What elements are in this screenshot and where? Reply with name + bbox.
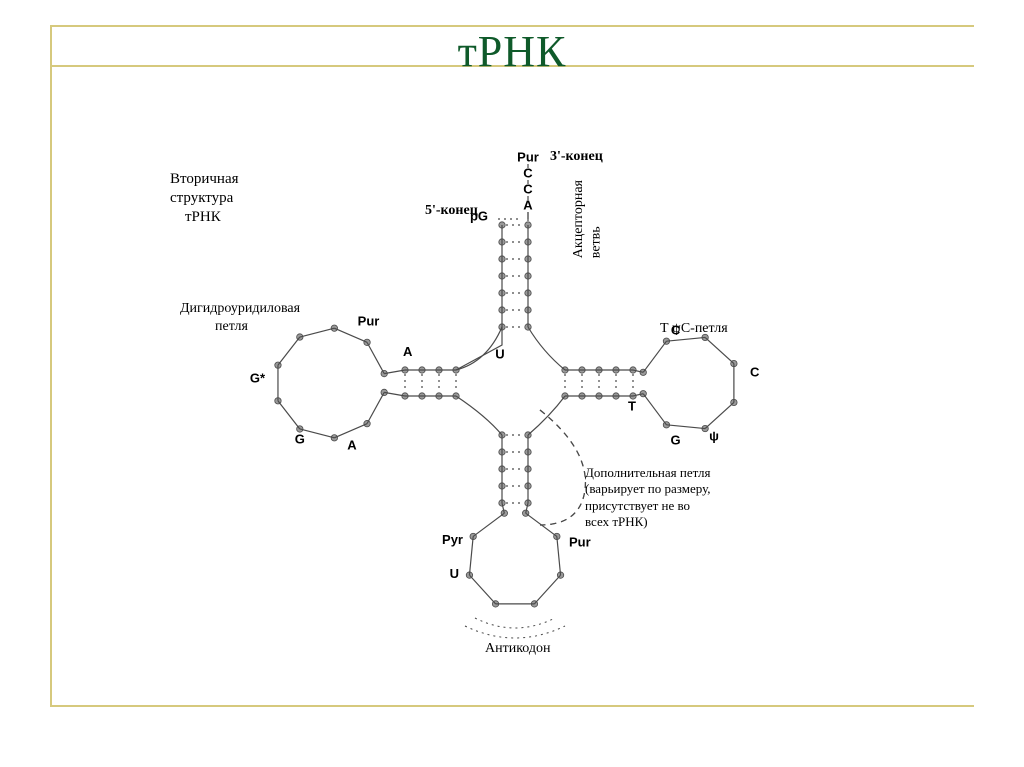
label-tloop: Т ψС-петля <box>660 320 728 338</box>
svg-text:Pyr: Pyr <box>442 532 463 547</box>
svg-text:U: U <box>450 566 459 581</box>
label-anticodon: Антикодон <box>485 640 551 658</box>
page-title: тРНК <box>0 26 1024 77</box>
svg-text:U: U <box>495 346 504 361</box>
label-dloop: Дигидроуридиловая петля <box>180 300 300 335</box>
svg-text:G*: G* <box>250 370 266 385</box>
trna-diagram: ACCPurpGUPurAG*GACCGψTPyrUPur Вторичная … <box>190 130 840 690</box>
svg-text:Pur: Pur <box>517 149 539 164</box>
svg-text:ψ: ψ <box>709 428 719 443</box>
trna-svg: ACCPurpGUPurAG*GACCGψTPyrUPur <box>190 130 840 690</box>
label-subtitle: Вторичная структура тРНК <box>170 170 239 226</box>
svg-text:C: C <box>750 364 760 379</box>
slide-left-rule <box>50 25 52 705</box>
slide-bottom-rule <box>50 705 974 707</box>
svg-text:T: T <box>628 398 636 413</box>
label-acceptor: Акцепторная ветвь <box>570 180 605 258</box>
label-3end: 3'-конец <box>550 148 603 166</box>
svg-text:Pur: Pur <box>569 535 591 550</box>
svg-text:G: G <box>671 432 681 447</box>
svg-text:Pur: Pur <box>358 313 380 328</box>
svg-text:A: A <box>347 437 357 452</box>
label-varloop: Дополнительная петля (варьирует по разме… <box>585 465 711 530</box>
svg-text:A: A <box>403 344 413 359</box>
svg-text:G: G <box>295 431 305 446</box>
label-5end: 5'-конец <box>425 202 478 220</box>
